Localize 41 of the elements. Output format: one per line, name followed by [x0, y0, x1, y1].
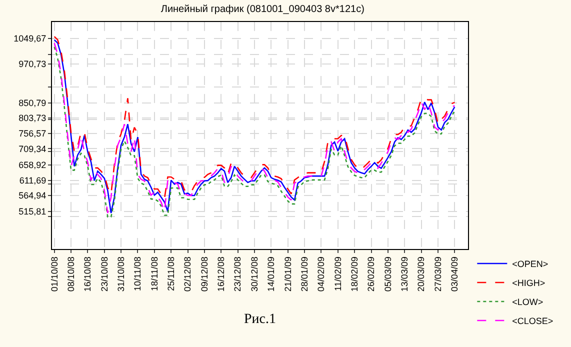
chart-title: Линейный график (081001_090403 8v*121c) [160, 4, 364, 16]
x-tick-label: 23/10/08 [99, 256, 110, 292]
y-tick-label: 1049,67 [14, 33, 46, 44]
y-tick-label: 803,73 [18, 113, 46, 124]
y-tick-label: 709,34 [18, 144, 46, 154]
y-tick-label: 515,81 [18, 206, 46, 217]
y-tick-label: 611,69 [19, 176, 46, 186]
x-tick-label: 16/12/08 [216, 256, 226, 292]
x-tick-label: 21/01/09 [282, 256, 293, 292]
x-tick-label: 13/03/09 [400, 256, 410, 292]
y-tick-label: 850,79 [18, 98, 46, 108]
x-tick-label: 27/03/09 [432, 256, 443, 292]
y-tick-label: 564,94 [18, 190, 46, 201]
x-tick-label: 11/02/09 [332, 256, 343, 291]
x-tick-label: 02/12/08 [182, 256, 193, 292]
x-tick-label: 01/10/08 [49, 256, 60, 292]
x-tick-label: 14/01/09 [266, 256, 276, 292]
x-tick-label: 10/11/08 [132, 256, 143, 291]
x-tick-label: 04/02/09 [316, 256, 326, 292]
x-tick-label: 30/12/08 [249, 256, 260, 292]
x-tick-label: 31/10/08 [116, 256, 126, 292]
x-tick-label: 18/02/09 [350, 256, 360, 292]
x-tick-label: 03/04/09 [450, 256, 460, 292]
legend-label: <CLOSE> [512, 316, 554, 326]
y-tick-label: 970,73 [18, 59, 46, 70]
x-tick-label: 08/10/08 [66, 256, 76, 292]
x-tick-label: 26/02/09 [366, 256, 376, 292]
legend-label: <OPEN> [512, 259, 548, 270]
y-tick-label: 756,57 [18, 128, 46, 139]
legend-label: <HIGH> [512, 278, 546, 288]
x-tick-label: 09/12/08 [199, 256, 210, 292]
x-tick-label: 18/11/08 [149, 256, 160, 291]
y-tick-label: 658,92 [18, 160, 46, 170]
x-tick-label: 23/12/08 [232, 256, 243, 292]
x-tick-label: 20/03/09 [416, 256, 426, 292]
x-tick-label: 16/10/08 [82, 256, 93, 292]
x-tick-label: 28/01/09 [299, 256, 310, 292]
text: Рис.1 [244, 312, 276, 327]
x-tick-label: 05/03/09 [382, 256, 393, 292]
x-tick-label: 25/11/08 [166, 256, 176, 291]
legend-label: <LOW> [512, 297, 544, 308]
